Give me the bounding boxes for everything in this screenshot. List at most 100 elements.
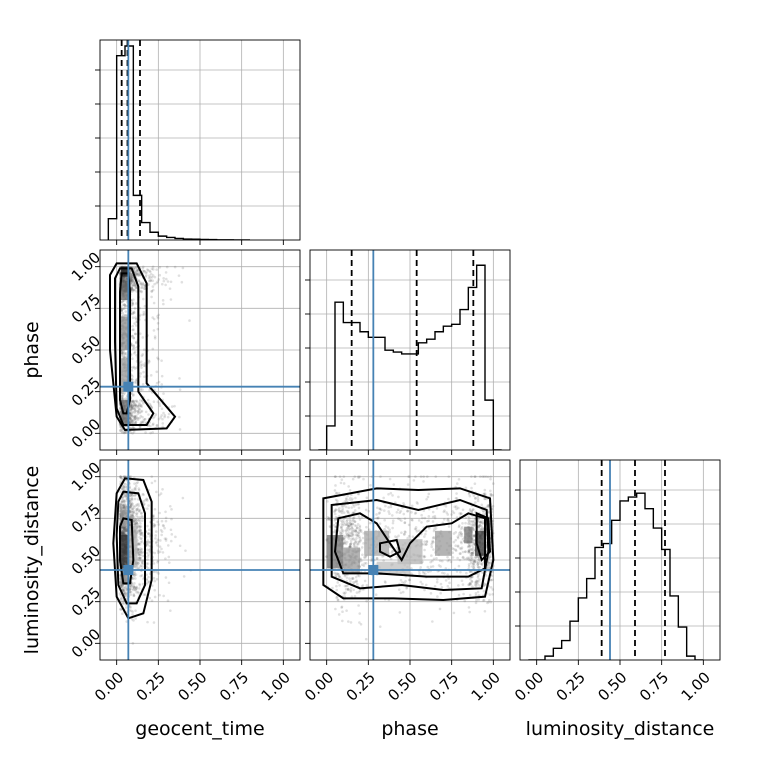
sample-point xyxy=(152,523,156,526)
sample-point xyxy=(141,283,145,286)
sample-point xyxy=(138,550,142,554)
sample-point xyxy=(132,520,136,524)
sample-point xyxy=(130,274,134,278)
sample-point xyxy=(338,575,342,579)
x-tick-label: 0.00 xyxy=(91,668,127,704)
sample-point xyxy=(130,407,134,410)
sample-point xyxy=(122,586,126,589)
sample-point xyxy=(474,556,477,560)
sample-point xyxy=(138,402,141,405)
sample-point xyxy=(131,328,134,332)
sample-point xyxy=(138,508,142,512)
sample-point xyxy=(134,417,137,421)
sample-point xyxy=(163,414,167,417)
sample-point xyxy=(129,404,133,408)
sample-point xyxy=(123,352,127,355)
sample-point xyxy=(467,551,470,554)
sample-point xyxy=(350,525,354,529)
sample-point xyxy=(470,520,474,524)
sample-point xyxy=(131,425,135,429)
sample-point xyxy=(159,528,163,532)
sample-point xyxy=(140,511,143,515)
sample-point xyxy=(141,559,145,563)
sample-point xyxy=(123,475,126,478)
sample-point xyxy=(411,519,414,522)
sample-point xyxy=(148,544,152,548)
sample-point xyxy=(135,269,139,273)
sample-point xyxy=(419,580,423,584)
sample-point xyxy=(351,522,354,526)
sample-point xyxy=(140,409,144,413)
sample-point xyxy=(468,582,472,585)
sample-point xyxy=(140,561,144,565)
sample-point xyxy=(123,280,127,283)
sample-point xyxy=(140,551,143,554)
sample-point xyxy=(384,581,387,584)
sample-point xyxy=(122,276,126,280)
sample-point xyxy=(155,381,159,385)
sample-point xyxy=(491,570,494,574)
sample-point xyxy=(121,484,125,488)
sample-point xyxy=(157,357,160,361)
contour-level xyxy=(379,538,402,558)
sample-point xyxy=(357,476,360,480)
sample-point xyxy=(131,494,134,497)
sample-point xyxy=(138,425,142,429)
sample-point xyxy=(407,475,410,478)
sample-point xyxy=(468,548,472,551)
x-tick-label: 0.00 xyxy=(301,668,337,704)
sample-point xyxy=(360,546,364,549)
sample-point xyxy=(349,545,352,549)
sample-point xyxy=(147,504,150,507)
sample-point xyxy=(460,579,464,583)
sample-point xyxy=(142,502,146,506)
sample-point xyxy=(136,418,140,422)
sample-point xyxy=(124,586,127,589)
sample-point xyxy=(485,505,489,509)
sample-point xyxy=(139,282,143,286)
sample-point xyxy=(141,286,144,289)
sample-point xyxy=(143,304,147,308)
sample-point xyxy=(131,357,134,361)
sample-point xyxy=(129,475,133,478)
sample-point xyxy=(355,545,359,548)
sample-point xyxy=(349,545,352,548)
sample-point xyxy=(414,527,418,531)
sample-point xyxy=(121,496,124,499)
sample-point xyxy=(342,591,346,595)
sample-point xyxy=(476,582,479,586)
sample-point xyxy=(468,544,471,548)
sample-point xyxy=(147,581,151,584)
sample-point xyxy=(339,519,343,522)
sample-point xyxy=(334,607,337,611)
sample-point xyxy=(454,538,458,542)
sample-point xyxy=(477,598,481,601)
sample-point xyxy=(135,290,138,293)
sample-point xyxy=(124,351,128,355)
sample-point xyxy=(347,524,350,528)
sample-point xyxy=(148,541,152,544)
sample-point xyxy=(131,407,134,411)
sample-point xyxy=(125,498,129,501)
sample-point xyxy=(152,621,156,624)
sample-point xyxy=(477,524,481,528)
sample-point xyxy=(133,572,137,575)
sample-point xyxy=(365,599,368,603)
sample-point xyxy=(477,520,480,524)
sample-point xyxy=(140,532,144,535)
sample-point xyxy=(137,488,141,492)
sample-point xyxy=(470,475,473,478)
sample-point xyxy=(390,551,394,554)
sample-point xyxy=(134,416,137,420)
sample-point xyxy=(476,495,480,498)
sample-point xyxy=(128,521,132,524)
sample-point xyxy=(158,404,162,408)
sample-point xyxy=(132,504,135,508)
sample-point xyxy=(121,531,125,535)
sample-point xyxy=(162,392,165,395)
sample-point xyxy=(432,540,435,544)
sample-point xyxy=(136,515,140,519)
sample-point xyxy=(468,581,472,585)
sample-point xyxy=(121,279,125,283)
sample-point xyxy=(435,556,438,560)
